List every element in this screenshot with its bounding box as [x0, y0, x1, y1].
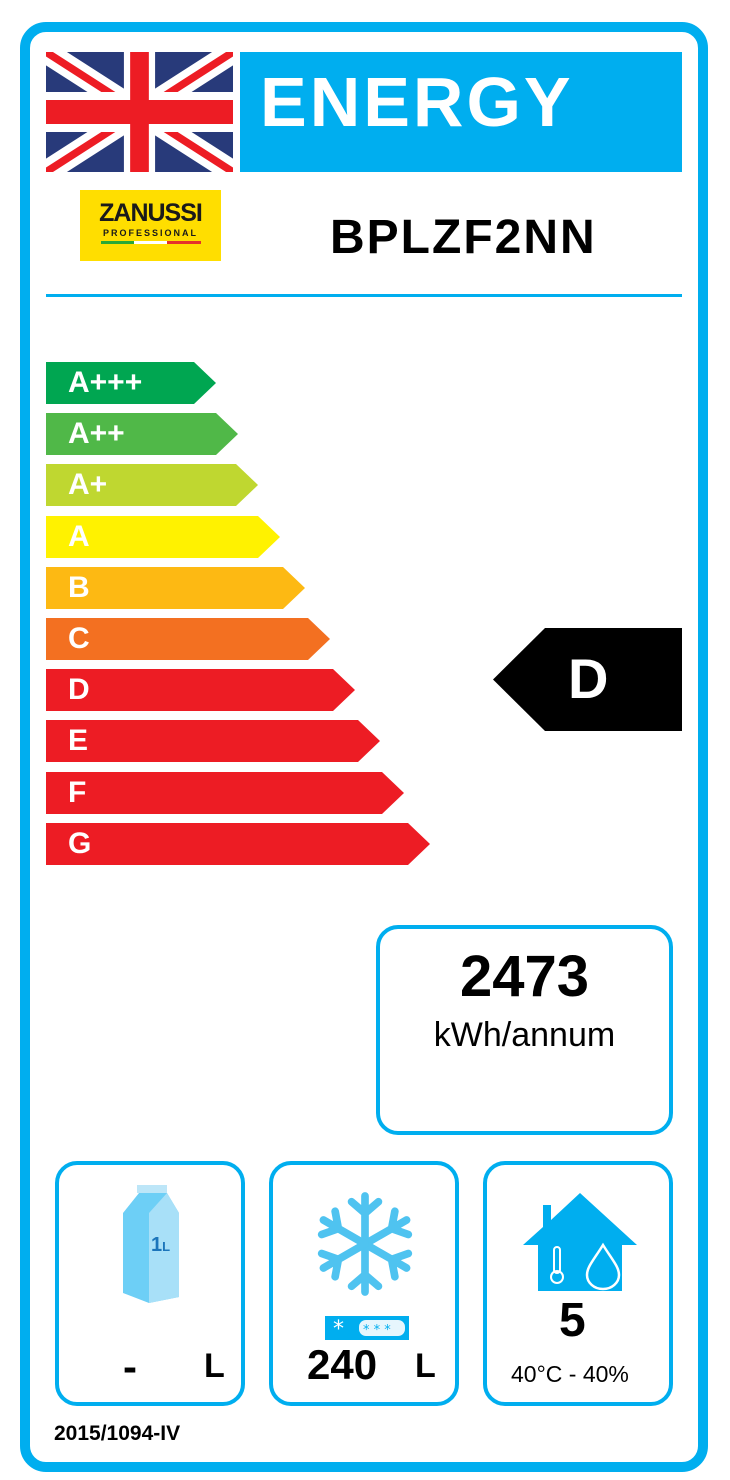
energy-class-bar: C — [46, 618, 330, 660]
energy-class-bar: A — [46, 515, 280, 558]
consumption-unit: kWh/annum — [433, 1016, 616, 1054]
energy-class-bar: F — [46, 771, 404, 814]
rating-letter: D — [568, 647, 609, 710]
climate-conditions: 40°C - 40% — [511, 1361, 629, 1387]
energy-class-bar: B — [46, 566, 305, 609]
consumption-box: 2473 kWh/annum — [376, 925, 673, 1135]
energy-class-bar: D — [46, 669, 355, 712]
uk-flag-icon — [46, 52, 233, 172]
label-border — [20, 22, 708, 1472]
energy-class-bar: G — [46, 822, 430, 865]
freezer-star-rating-icon: * * * * — [325, 1316, 409, 1340]
regulation-number: 2015/1094-IV — [54, 1422, 181, 1445]
climate-class: 5 — [559, 1294, 586, 1347]
chilled-box: 1L - L — [55, 1161, 245, 1406]
house-climate-icon — [523, 1193, 637, 1291]
climate-box: 5 40°C - 40% — [483, 1161, 673, 1406]
svg-text:1L: 1L — [151, 1234, 170, 1256]
divider — [46, 294, 682, 297]
energy-class-bar: A++ — [46, 413, 238, 456]
energy-title: ENERGY — [240, 52, 682, 172]
energy-class-bar: A+ — [46, 464, 258, 507]
brand-name: ZANUSSI — [99, 199, 203, 227]
svg-text:*: * — [333, 1317, 344, 1340]
chilled-volume: - — [123, 1343, 137, 1390]
energy-class-bar: A+++ — [46, 362, 216, 404]
frozen-unit: L — [415, 1347, 436, 1385]
brand-logo: ZANUSSI PROFESSIONAL — [80, 190, 221, 261]
consumption-value: 2473 — [459, 944, 590, 1009]
snowflake-icon — [317, 1192, 413, 1297]
frozen-box: * * * * 240 L — [269, 1161, 459, 1406]
frozen-volume: 240 — [307, 1341, 378, 1388]
chilled-unit: L — [204, 1347, 225, 1385]
milk-carton-icon: 1L — [123, 1185, 179, 1303]
energy-class-bar: E — [46, 720, 380, 763]
svg-text:* * *: * * * — [363, 1323, 391, 1338]
model-number: BPLZF2NN — [330, 211, 597, 264]
rating-indicator: D — [493, 628, 682, 731]
brand-sub: PROFESSIONAL — [102, 228, 198, 238]
